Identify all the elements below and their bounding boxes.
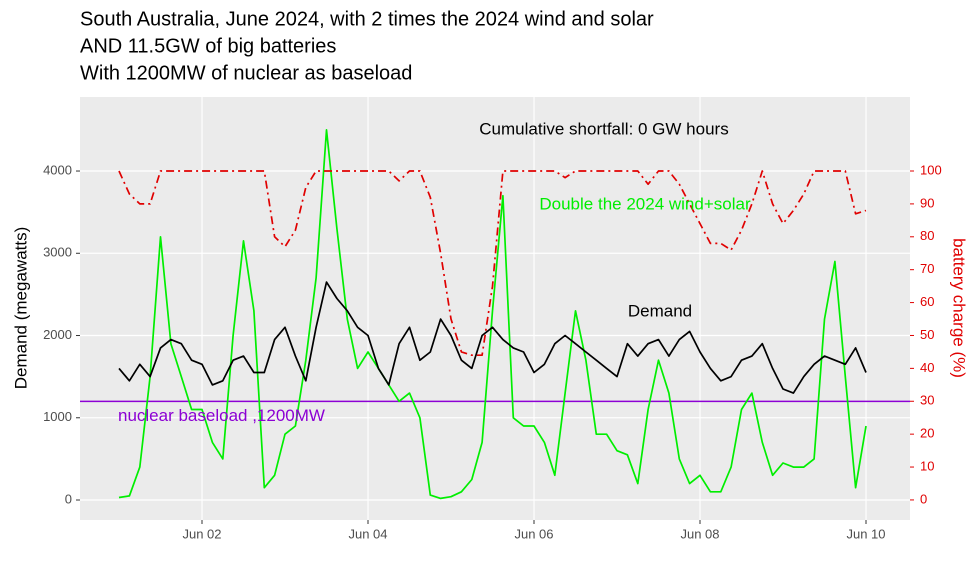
y2-tick-label: 60 bbox=[920, 294, 934, 309]
panel bbox=[80, 97, 910, 520]
data-line bbox=[118, 281, 867, 394]
x-tick-label: Jun 02 bbox=[182, 526, 221, 541]
data-line bbox=[118, 170, 867, 357]
y-tick-label: 0 bbox=[65, 491, 72, 506]
y2-tick-label: 80 bbox=[920, 228, 934, 243]
x-tick-label: Jun 08 bbox=[680, 526, 719, 541]
chart-title: With 1200MW of nuclear as baseload bbox=[80, 62, 412, 84]
y2-tick-label: 90 bbox=[920, 195, 934, 210]
y2-tick-label: 0 bbox=[920, 491, 927, 506]
y2-tick-label: 20 bbox=[920, 426, 934, 441]
annotation: Cumulative shortfall: 0 GW hours bbox=[479, 119, 728, 138]
x-tick-label: Jun 04 bbox=[348, 526, 387, 541]
chart-title: South Australia, June 2024, with 2 times… bbox=[80, 8, 654, 30]
y-axis-title: Demand (megawatts) bbox=[11, 227, 30, 390]
y2-tick-label: 10 bbox=[920, 458, 934, 473]
y-tick-label: 1000 bbox=[43, 409, 72, 424]
baseload-label: nuclear baseload ,1200MW bbox=[118, 406, 325, 425]
y2-tick-label: 70 bbox=[920, 261, 934, 276]
y-tick-label: 3000 bbox=[43, 245, 72, 260]
y2-tick-label: 40 bbox=[920, 360, 934, 375]
y2-axis-title: battery charge (%) bbox=[950, 238, 969, 378]
annotation: Demand bbox=[628, 301, 692, 320]
x-tick-label: Jun 06 bbox=[514, 526, 553, 541]
y-tick-label: 4000 bbox=[43, 162, 72, 177]
data-line bbox=[118, 129, 867, 500]
x-tick-label: Jun 10 bbox=[846, 526, 885, 541]
y2-tick-label: 50 bbox=[920, 327, 934, 342]
y2-tick-label: 30 bbox=[920, 393, 934, 408]
chart-title: AND 11.5GW of big batteries bbox=[80, 35, 336, 57]
y2-tick-label: 100 bbox=[920, 162, 942, 177]
annotation: Double the 2024 wind+solar bbox=[539, 194, 751, 213]
y-tick-label: 2000 bbox=[43, 327, 72, 342]
